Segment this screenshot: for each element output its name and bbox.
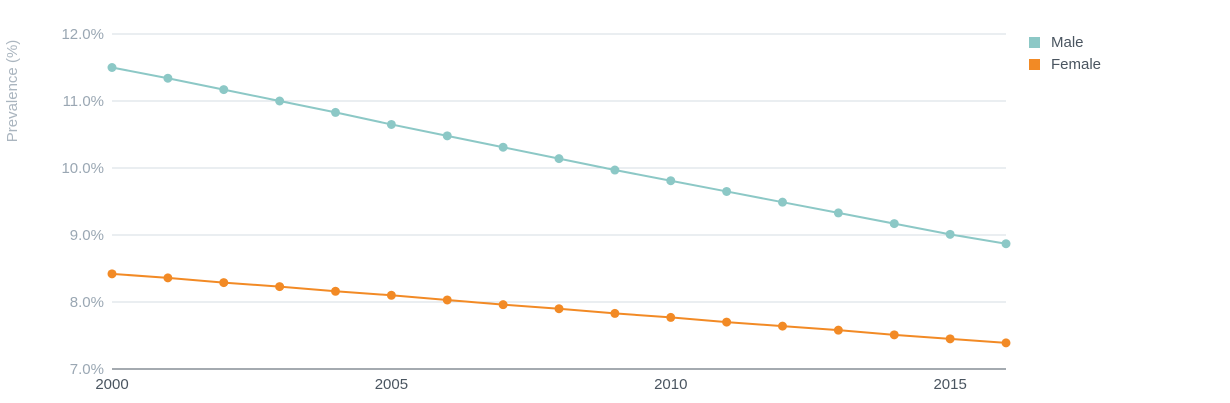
series-female [107,269,1011,348]
data-point[interactable] [331,107,340,117]
data-point[interactable] [833,208,843,218]
data-point[interactable] [107,269,117,279]
data-point[interactable] [554,154,564,164]
legend: Male Female [1029,34,1101,73]
data-point[interactable] [219,85,229,95]
x-tick-label: 2010 [654,376,687,393]
series [107,63,1011,348]
data-point[interactable] [945,334,955,344]
data-point[interactable] [442,295,452,305]
data-point[interactable] [163,273,173,283]
data-point[interactable] [442,131,452,141]
data-point[interactable] [666,312,676,322]
data-point[interactable] [1001,239,1011,249]
legend-label: Female [1051,56,1101,73]
y-tick-label: 11.0% [63,93,104,110]
y-axis-label: Prevalence (%) [4,40,21,143]
y-tick-label: 9.0% [70,227,104,244]
y-tick-label: 7.0% [70,361,104,378]
data-point[interactable] [275,96,285,106]
legend-swatch [1029,59,1040,70]
data-point[interactable] [386,119,396,129]
legend-label: Male [1051,34,1084,51]
legend-swatch [1029,37,1040,48]
data-point[interactable] [778,321,787,331]
data-point[interactable] [833,325,843,335]
data-point[interactable] [889,330,899,340]
data-point[interactable] [331,286,340,296]
data-point[interactable] [498,300,508,310]
y-tick-label: 12.0% [61,26,104,43]
data-point[interactable] [722,317,732,327]
x-tick-label: 2000 [95,376,128,393]
x-axis-ticks: 2000 2005 2010 2015 [95,376,967,393]
gridlines [112,33,1006,303]
y-tick-label: 10.0% [61,160,104,177]
data-point[interactable] [219,278,229,288]
data-point[interactable] [610,165,620,175]
data-point[interactable] [498,142,508,152]
data-point[interactable] [722,186,732,196]
y-tick-label: 8.0% [70,294,104,311]
data-point[interactable] [666,176,676,186]
data-point[interactable] [778,197,787,207]
data-point[interactable] [275,282,285,292]
data-point[interactable] [386,290,396,300]
data-point[interactable] [1001,338,1011,348]
data-point[interactable] [610,308,620,318]
data-point[interactable] [889,219,899,229]
y-axis-ticks: 7.0% 8.0% 9.0% 10.0% 11.0% 12.0% [61,26,104,378]
data-point[interactable] [163,73,173,83]
legend-item[interactable]: Male [1029,34,1084,51]
x-tick-label: 2005 [375,376,408,393]
data-point[interactable] [107,63,117,72]
data-point[interactable] [945,229,955,239]
data-point[interactable] [554,304,564,314]
x-tick-label: 2015 [933,376,966,393]
legend-item[interactable]: Female [1029,56,1101,73]
series-male [107,63,1011,249]
